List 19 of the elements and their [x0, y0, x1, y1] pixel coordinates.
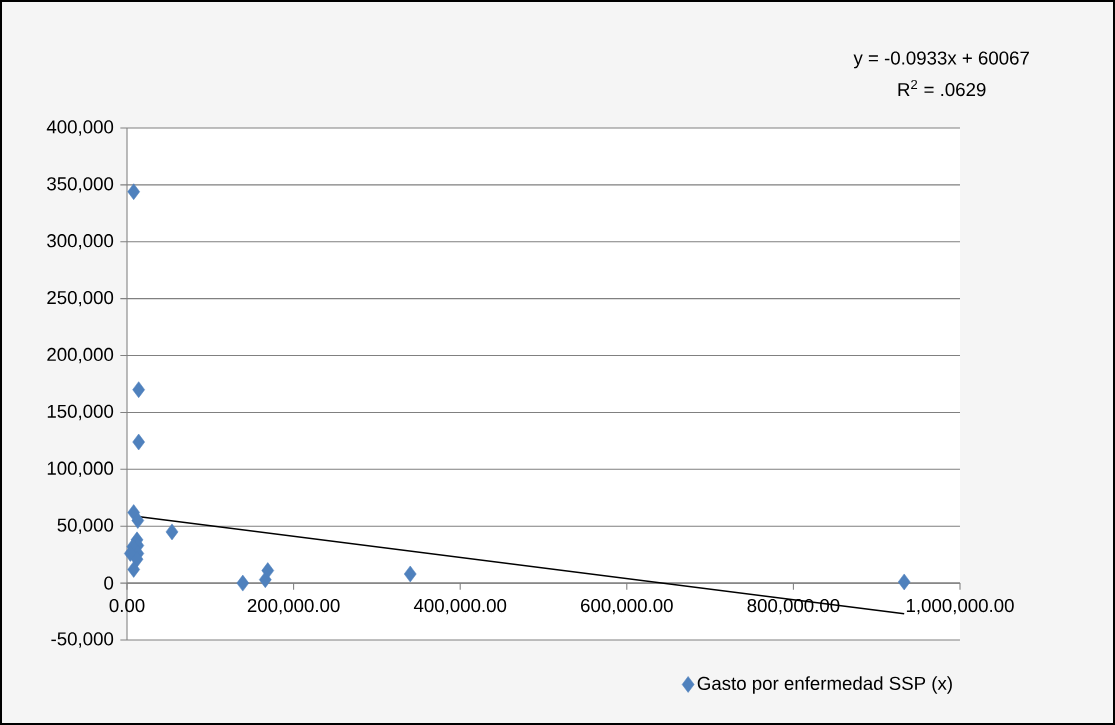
y-tick-label: 350,000	[47, 177, 114, 193]
x-tick-label: 0.00	[109, 598, 145, 613]
y-tick-label: 100,000	[47, 461, 114, 478]
y-tick-label: 150,000	[47, 404, 114, 421]
y-tick-label: 400,000	[46, 120, 114, 136]
text: R$^{2}$ = .0629	[898, 79, 986, 97]
x-tick-label: 200,000.00	[247, 598, 340, 615]
x-tick-label: 600,000.00	[581, 598, 673, 615]
y-tick-label: 200,000	[47, 347, 114, 364]
y-tick-label: 250,000	[47, 290, 114, 307]
y-tick-label: 0	[104, 576, 114, 590]
text: y = -0.0933x + 60067	[853, 51, 1029, 69]
y-tick-label: -50,000	[51, 632, 114, 648]
x-tick-label: 1,000,000.00	[906, 598, 1014, 615]
x-tick-label: 800,000.00	[747, 598, 840, 615]
x-tick-label: 400,000.00	[413, 598, 507, 615]
legend-label: Gasto por enfermedad SSP (x)	[697, 676, 952, 694]
y-tick-label: 300,000	[47, 234, 114, 250]
y-tick-label: 50,000	[57, 518, 114, 534]
